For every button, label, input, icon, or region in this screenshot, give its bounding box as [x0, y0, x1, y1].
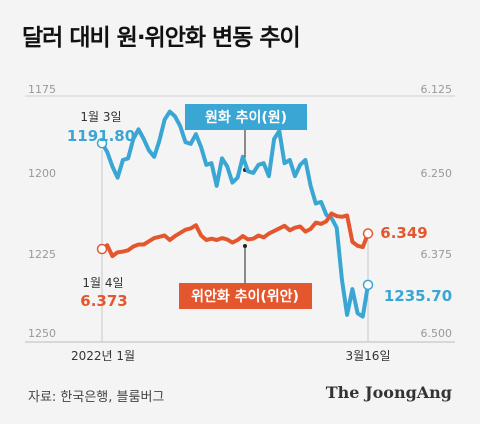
chart-title: 달러 대비 원·위안화 변동 추이 [22, 25, 301, 51]
cny-start-value: 6.373 [80, 292, 127, 310]
left-axis: 1175 1200 1225 1250 [28, 83, 56, 340]
cny-series-line [100, 211, 370, 259]
krw-series-line [100, 109, 370, 319]
krw-start-point [96, 137, 108, 149]
cny-label-leader-dot [243, 244, 247, 248]
krw-end-point [362, 279, 374, 291]
right-tick-label: 6.125 [421, 83, 453, 96]
cny-start-point [96, 243, 108, 255]
x-end-label: 3월16일 [346, 349, 391, 363]
krw-series-label-box [185, 104, 307, 130]
left-tick-label: 1225 [28, 248, 56, 261]
right-tick-label: 6.250 [421, 167, 453, 180]
krw-start-value: 1191.80 [67, 127, 135, 145]
left-tick-label: 1200 [28, 167, 56, 180]
krw-start-date: 1월 3일 [80, 110, 121, 124]
krw-end-value: 1235.70 [384, 287, 452, 305]
left-tick-label: 1250 [28, 327, 56, 340]
x-start-label: 2022년 1월 [71, 349, 135, 363]
cny-start-date: 1월 4일 [82, 276, 123, 290]
cny-end-point [362, 228, 374, 239]
brand-logo: The JoongAng [325, 383, 452, 402]
cny-series-label-box [179, 283, 312, 309]
source-note: 자료: 한국은행, 블룸버그 [28, 390, 165, 405]
right-tick-label: 6.500 [421, 327, 453, 340]
cny-end-value: 6.349 [380, 224, 427, 242]
cny-series-label: 위안화 추이(위안) [191, 288, 299, 305]
krw-series-label: 원화 추이(원) [205, 109, 287, 126]
right-axis: 6.125 6.250 6.375 6.500 [421, 83, 453, 340]
line-chart: 1175 1200 1225 1250 6.125 6.250 6.375 6.… [25, 83, 455, 363]
left-tick-label: 1175 [28, 83, 56, 96]
right-tick-label: 6.375 [421, 248, 453, 261]
